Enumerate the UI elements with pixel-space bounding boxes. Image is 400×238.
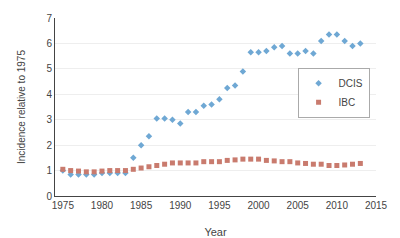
svg-text:2000: 2000 (247, 200, 270, 211)
svg-text:6: 6 (46, 38, 52, 49)
svg-text:5: 5 (46, 63, 52, 74)
svg-text:2015: 2015 (365, 200, 388, 211)
svg-text:1980: 1980 (91, 200, 114, 211)
svg-text:0: 0 (46, 191, 52, 202)
svg-text:1995: 1995 (208, 200, 231, 211)
svg-text:Year: Year (204, 226, 227, 238)
svg-text:DCIS: DCIS (339, 78, 363, 89)
svg-text:1990: 1990 (169, 200, 192, 211)
svg-text:7: 7 (46, 13, 52, 24)
svg-text:2: 2 (46, 140, 52, 151)
svg-text:Incidence relative to 1975: Incidence relative to 1975 (16, 50, 27, 164)
svg-text:1: 1 (46, 165, 52, 176)
svg-text:IBC: IBC (339, 97, 356, 108)
svg-text:4: 4 (46, 89, 52, 100)
svg-text:2005: 2005 (287, 200, 310, 211)
svg-text:1985: 1985 (130, 200, 153, 211)
svg-text:2010: 2010 (326, 200, 349, 211)
svg-text:1975: 1975 (52, 200, 75, 211)
svg-text:3: 3 (46, 114, 52, 125)
